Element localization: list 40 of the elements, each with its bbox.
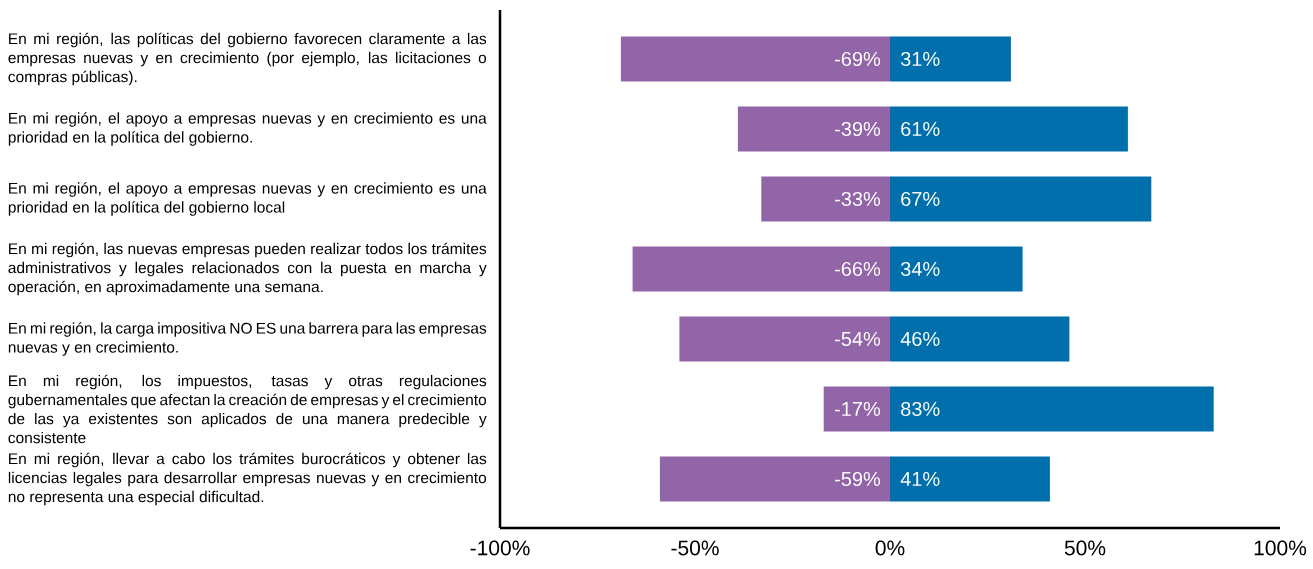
y-tick-label: En mi región, la carga impositiva NO ES una barrera para las empresas nuevas y en crecimiento. xyxy=(8,322,487,356)
data-label: 67% xyxy=(901,191,940,207)
y-tick-label: En mi región, las políticas del gobierno favorecen claramente a las empresas nuevas y en crecimiento (por ejemplo, las licitaciones o compras públicas). xyxy=(8,32,487,86)
x-tick-label: 100% xyxy=(1254,540,1307,556)
y-tick-label: En mi región, los impuestos, tasas y otras regulaciones gubernamentales que afectan la creación de empresas y el crecimiento de las ya existentes son aplicados de una manera predecible y consistente xyxy=(8,374,487,444)
y-tick-label: En mi región, el apoyo a empresas nuevas y en crecimiento es una prioridad en la política del gobierno local xyxy=(8,182,487,216)
data-label: 61% xyxy=(901,121,940,137)
data-label: -59% xyxy=(835,471,881,487)
data-label: -33% xyxy=(835,191,881,207)
data-label: -17% xyxy=(835,401,881,416)
bar xyxy=(890,36,1011,82)
x-tick-label: -100% xyxy=(470,540,530,556)
bar xyxy=(890,246,1023,292)
bar xyxy=(890,386,1214,432)
data-label: -54% xyxy=(835,331,881,347)
bar xyxy=(737,106,890,152)
x-tick-label: -50% xyxy=(671,540,719,556)
bar xyxy=(620,36,890,82)
bar xyxy=(890,106,1128,152)
data-label: -66% xyxy=(835,261,881,277)
x-tick-label: 50% xyxy=(1064,540,1106,556)
bar xyxy=(659,456,890,502)
data-label: 46% xyxy=(900,331,940,347)
data-label: 31% xyxy=(900,51,940,67)
bar xyxy=(679,316,890,362)
data-label: 41% xyxy=(900,471,940,486)
bar xyxy=(890,176,1152,222)
bar xyxy=(890,316,1070,362)
data-label: -39% xyxy=(835,121,881,137)
y-tick-label: En mi región, las nuevas empresas pueden realizar todos los trámites administrativos y legales relacionados con la puesta en marcha y operación, en aproximadamente una semana. xyxy=(8,242,487,296)
data-label: 83% xyxy=(901,401,940,417)
data-label: -69% xyxy=(835,51,881,67)
bar xyxy=(890,456,1050,502)
y-tick-label: En mi región, llevar a cabo los trámites burocráticos y obtener las licencias legales para desarrollar empresas nuevas y en crecimiento no representa una especial dificultad. xyxy=(8,452,487,506)
bar xyxy=(761,176,890,222)
bar xyxy=(823,386,890,432)
bar xyxy=(632,246,890,292)
data-label: 34% xyxy=(900,261,940,277)
x-tick-label: 0% xyxy=(875,540,905,556)
y-tick-label: En mi región, el apoyo a empresas nuevas y en crecimiento es una prioridad en la política del gobierno. xyxy=(8,112,487,146)
